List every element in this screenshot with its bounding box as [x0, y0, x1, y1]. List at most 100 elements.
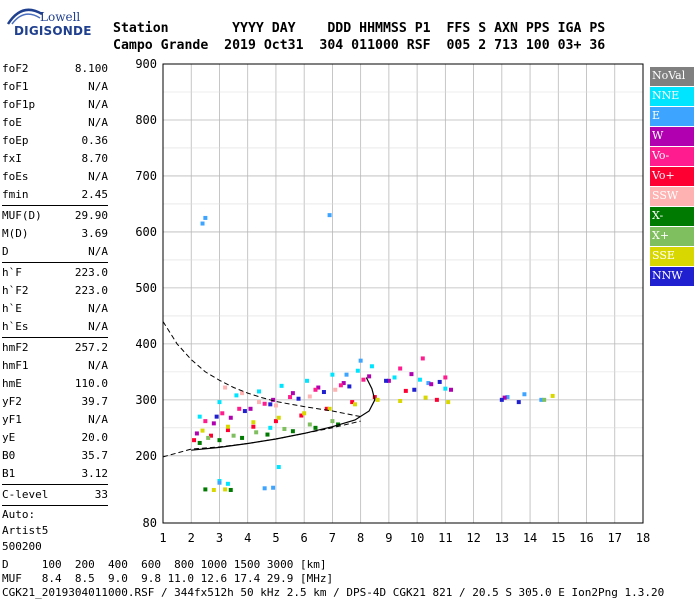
grid — [162, 63, 644, 524]
param-value: N/A — [88, 320, 108, 333]
data-point — [211, 421, 216, 426]
param-row: foF1 N/A — [2, 78, 108, 96]
auto-line2: Artist5 — [2, 524, 49, 537]
data-point — [288, 395, 293, 400]
x-tick-label: 3 — [216, 531, 223, 545]
data-point — [225, 424, 230, 429]
data-point — [273, 419, 278, 424]
divider — [2, 337, 108, 338]
data-point — [225, 428, 230, 433]
data-point — [420, 356, 425, 361]
param-row: fmin 2.45 — [2, 186, 108, 204]
param-value: N/A — [88, 116, 108, 129]
param-value: 0.36 — [81, 134, 109, 147]
param-label: yF2 — [2, 395, 22, 408]
data-point — [353, 402, 357, 407]
x-tick-label: 12 — [466, 531, 480, 545]
param-label: MUF(D) — [2, 209, 42, 222]
x-tick-label: 10 — [410, 531, 424, 545]
param-row: fxI 8.70 — [2, 150, 108, 168]
data-point — [197, 440, 202, 445]
data-point — [276, 465, 281, 470]
data-point — [412, 387, 417, 392]
x-axis-ticks: 1 2 3 4 5 6 7 8 9 10 11 12 13 14 15 16 17 18 — [159, 531, 650, 545]
header-labels: Station YYYY DAY DDD HHMMSS P1 FFS S AXN… — [113, 21, 606, 36]
param-row: h`Es N/A — [2, 318, 108, 336]
data-point — [262, 401, 267, 406]
data-point — [333, 387, 338, 392]
param-value: 33 — [94, 488, 108, 501]
data-point — [355, 368, 360, 373]
data-point — [307, 394, 312, 399]
param-label: foF1 — [2, 80, 29, 93]
legend-item-nne: NNE — [650, 87, 694, 106]
legend-item-nnw: NNW — [650, 267, 694, 286]
data-point — [539, 397, 544, 402]
param-label: h`Es — [2, 320, 29, 333]
data-point — [327, 406, 332, 411]
data-point — [437, 379, 442, 384]
param-value: N/A — [88, 80, 108, 93]
param-label: h`E — [2, 302, 22, 315]
param-row: MUF(D) 29.90 — [2, 207, 108, 225]
data-point — [220, 411, 225, 416]
data-point — [211, 487, 216, 492]
data-point — [449, 387, 453, 392]
param-row: D N/A — [2, 243, 108, 261]
data-point — [228, 415, 233, 420]
param-value: 223.0 — [74, 284, 108, 297]
x-tick-label: 1 — [159, 531, 166, 545]
data-point — [248, 406, 253, 411]
data-point — [409, 372, 414, 377]
param-value: 8.70 — [81, 152, 109, 165]
param-label: fxI — [2, 152, 22, 165]
data-point — [361, 377, 366, 382]
data-point — [350, 400, 355, 405]
data-point — [375, 397, 380, 402]
legend-item-vo-: Vo- — [650, 147, 694, 166]
data-point — [257, 400, 261, 405]
param-value: N/A — [88, 359, 108, 372]
lowell-digisonde-logo: Lowell DIGISONDE — [4, 4, 94, 44]
y-tick-label: 800 — [135, 113, 157, 127]
data-point — [200, 221, 205, 226]
header-values: Campo Grande 2019 Oct31 304 011000 RSF 0… — [113, 38, 606, 53]
y-tick-label: 900 — [135, 57, 157, 71]
auto-line1: Auto: — [2, 508, 36, 521]
data-point — [446, 400, 451, 405]
data-point — [203, 487, 208, 492]
data-point — [516, 400, 521, 405]
x-tick-label: 9 — [385, 531, 392, 545]
auto-method: Artist5 — [2, 523, 108, 539]
param-row: h`F 223.0 — [2, 264, 108, 282]
x-tick-label: 6 — [301, 531, 308, 545]
data-point — [296, 396, 301, 401]
legend-item-ssw: SSW — [650, 187, 694, 206]
param-label: h`F2 — [2, 284, 29, 297]
x-tick-label: 14 — [523, 531, 537, 545]
parameters-panel: foF2 8.100 foF1 N/A foF1p N/A foE N/A foEp 0.… — [2, 60, 108, 555]
data-point — [403, 388, 408, 393]
data-point — [251, 420, 256, 425]
data-point — [386, 378, 391, 383]
data-point — [341, 381, 346, 386]
data-point — [321, 390, 326, 395]
data-point — [429, 382, 434, 387]
data-point — [499, 397, 504, 402]
legend-item-w: W — [650, 127, 694, 146]
divider — [2, 205, 108, 206]
data-point — [290, 391, 295, 396]
divider — [2, 505, 108, 506]
data-point — [358, 358, 363, 363]
param-value: 8.100 — [74, 62, 108, 75]
data-points — [192, 213, 555, 492]
x-tick-label: 7 — [329, 531, 336, 545]
param-label: hmF1 — [2, 359, 29, 372]
param-value: N/A — [88, 245, 108, 258]
data-point — [271, 397, 276, 402]
param-label: hmE — [2, 377, 22, 390]
logo-bottom-text: DIGISONDE — [14, 24, 92, 38]
data-point — [279, 383, 284, 388]
param-row: foF1p N/A — [2, 96, 108, 114]
data-point — [268, 402, 273, 407]
